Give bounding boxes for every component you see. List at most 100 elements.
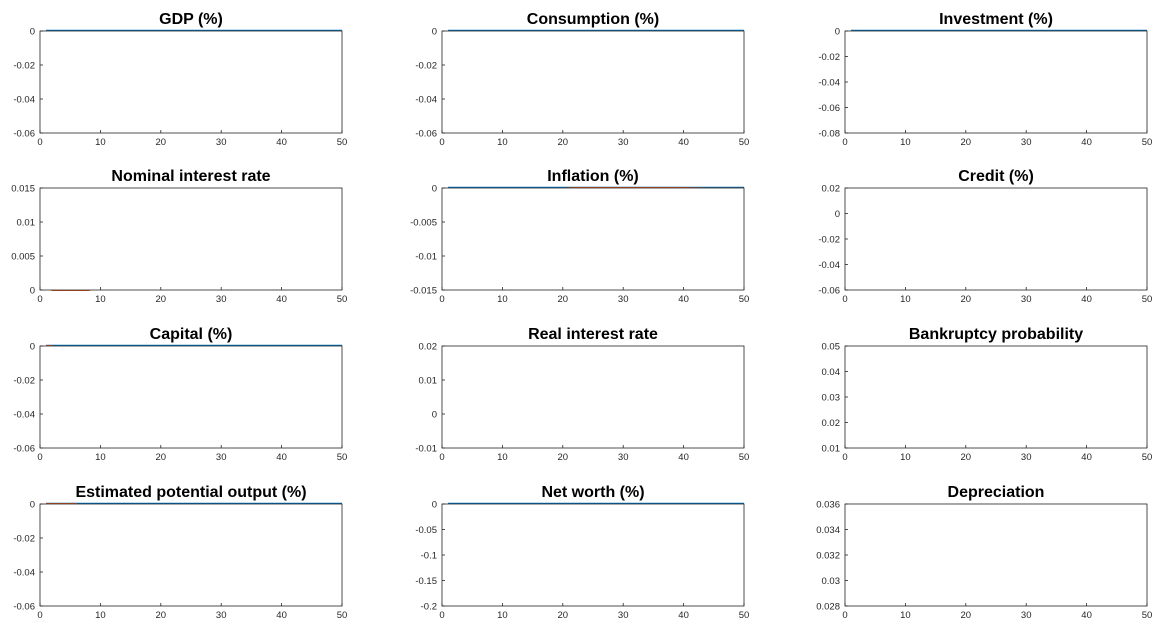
y-tick-label: -0.15: [415, 576, 437, 587]
x-tick-label: 50: [739, 294, 750, 305]
axes-box: [441, 187, 745, 291]
x-tick-label: 20: [558, 294, 569, 305]
panel-title: Estimated potential output (%): [75, 484, 306, 501]
x-tick-label: 20: [156, 610, 167, 621]
panel-title: Credit (%): [958, 168, 1034, 185]
y-tick-label: -0.02: [818, 235, 840, 246]
x-tick-label: 0: [842, 294, 847, 305]
y-tick-label: -0.02: [13, 61, 35, 72]
y-tick-label: 0.005: [11, 252, 35, 263]
x-tick-label: 20: [961, 452, 972, 463]
y-tick-label: -0.06: [13, 602, 35, 613]
x-tick-label: 20: [156, 294, 167, 305]
y-tick-label: -0.02: [415, 61, 437, 72]
y-tick-label: 0.02: [419, 342, 438, 353]
panel-2: 0 10 20 30 40 50 -0.08 -0.06 -0.04 -0.02 0 Investme…: [818, 11, 1152, 148]
x-tick-label: 40: [276, 610, 287, 621]
y-tick-label: 0.015: [11, 184, 35, 195]
x-tick-label: 30: [216, 452, 227, 463]
x-tick-label: 50: [1142, 610, 1153, 621]
x-tick-label: 0: [439, 137, 444, 148]
y-tick-label: -0.02: [13, 376, 35, 387]
axes-box: [39, 345, 343, 449]
x-tick-label: 30: [618, 452, 629, 463]
y-tick-label: 0: [30, 27, 35, 38]
x-tick-label: 40: [1081, 452, 1092, 463]
panel-title: Nominal interest rate: [111, 168, 270, 185]
y-tick-label: 0.03: [822, 576, 841, 587]
panel-10: 0 10 20 30 40 50 -0.2 -0.15 -0.1 -0.05 0 Net worth …: [415, 484, 749, 621]
x-tick-label: 10: [95, 137, 106, 148]
x-tick-label: 30: [618, 294, 629, 305]
x-tick-label: 50: [1142, 137, 1153, 148]
panel-title: Net worth (%): [541, 484, 644, 501]
x-tick-label: 10: [95, 294, 106, 305]
x-tick-label: 50: [739, 452, 750, 463]
x-tick-label: 20: [961, 137, 972, 148]
x-tick-label: 10: [95, 610, 106, 621]
y-tick-label: 0.036: [816, 500, 840, 511]
y-tick-label: 0: [835, 27, 840, 38]
x-tick-label: 10: [497, 452, 508, 463]
x-tick-label: 0: [439, 294, 444, 305]
x-tick-label: 0: [37, 452, 42, 463]
y-tick-label: 0.02: [822, 184, 841, 195]
y-tick-label: -0.005: [410, 218, 437, 229]
x-tick-label: 20: [558, 137, 569, 148]
x-tick-label: 0: [37, 137, 42, 148]
axes-box: [39, 30, 343, 134]
y-tick-label: 0: [30, 500, 35, 511]
x-tick-label: 20: [961, 610, 972, 621]
x-tick-label: 40: [1081, 610, 1092, 621]
y-tick-label: 0.028: [816, 602, 840, 613]
panel-6: 0 10 20 30 40 50 -0.06 -0.04 -0.02 0 Capital (%): [13, 326, 347, 463]
y-tick-label: 0.01: [419, 376, 438, 387]
y-tick-label: 0: [30, 342, 35, 353]
panel-11: 0 10 20 30 40 50 0.028 0.03 0.032 0.034 0.036 Depre…: [816, 484, 1152, 621]
panel-8: 0 10 20 30 40 50 0.01 0.02 0.03 0.04 0.05 Bankruptc…: [822, 326, 1153, 463]
y-tick-label: -0.06: [13, 444, 35, 455]
x-tick-label: 40: [276, 452, 287, 463]
x-tick-label: 50: [1142, 294, 1153, 305]
y-tick-label: -0.06: [818, 286, 840, 297]
y-tick-label: 0.03: [822, 393, 841, 404]
x-tick-label: 30: [1021, 610, 1032, 621]
x-tick-label: 10: [900, 610, 911, 621]
x-tick-label: 30: [1021, 137, 1032, 148]
x-tick-label: 30: [618, 610, 629, 621]
x-tick-label: 30: [1021, 294, 1032, 305]
x-tick-label: 40: [1081, 294, 1092, 305]
y-tick-label: -0.02: [818, 52, 840, 63]
y-tick-label: -0.01: [415, 252, 437, 263]
x-tick-label: 10: [900, 137, 911, 148]
y-tick-label: 0: [432, 410, 437, 421]
axes-box: [844, 187, 1148, 291]
x-tick-label: 0: [842, 137, 847, 148]
panel-title: Inflation (%): [547, 168, 639, 185]
y-tick-label: 0.01: [17, 218, 36, 229]
y-tick-label: 0: [432, 27, 437, 38]
y-tick-label: -0.06: [415, 129, 437, 140]
panel-4: 0 10 20 30 40 50 -0.015 -0.01 -0.005 0 Inflation (…: [410, 168, 749, 305]
x-tick-label: 40: [276, 294, 287, 305]
x-tick-label: 0: [439, 452, 444, 463]
y-tick-label: -0.04: [13, 95, 35, 106]
y-tick-label: 0.04: [822, 367, 841, 378]
y-tick-label: 0.01: [822, 444, 841, 455]
x-tick-label: 10: [900, 294, 911, 305]
x-tick-label: 40: [678, 452, 689, 463]
y-tick-label: 0: [432, 500, 437, 511]
x-tick-label: 0: [37, 610, 42, 621]
panel-3: 0 10 20 30 40 50 0 0.005 0.01 0.015 Nominal intere…: [11, 168, 347, 305]
axes-box: [39, 187, 343, 291]
x-tick-label: 40: [678, 294, 689, 305]
x-tick-label: 30: [216, 137, 227, 148]
y-tick-label: 0.034: [816, 525, 840, 536]
y-tick-label: -0.04: [13, 568, 35, 579]
y-tick-label: -0.04: [818, 78, 840, 89]
panel-title: Depreciation: [948, 484, 1045, 501]
y-tick-label: -0.015: [410, 286, 437, 297]
y-tick-label: 0.032: [816, 551, 840, 562]
x-tick-label: 30: [1021, 452, 1032, 463]
